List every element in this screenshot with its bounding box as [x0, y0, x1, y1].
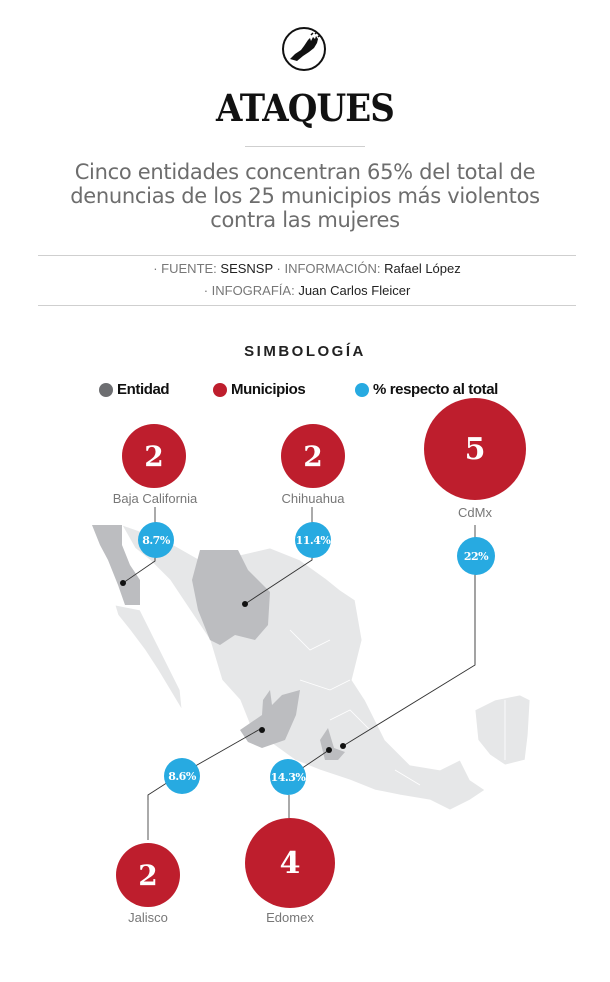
legend-item-municipios: Municipios — [213, 381, 306, 398]
entity-label-edomex: Edomex — [266, 910, 314, 925]
info-value: Rafael López — [384, 261, 461, 276]
credits-line-1: · FUENTE: SESNSP · INFORMACIÓN: Rafael L… — [38, 258, 576, 280]
percent-bubble-edomex: 14.3% — [270, 759, 306, 795]
municipios-bubble-chihuahua: 2 — [281, 424, 345, 488]
municipios-bubble-jalisco: 2 — [116, 843, 180, 907]
entity-label-baja-california: Baja California — [112, 491, 198, 506]
percent-bubble-baja-california: 8.7% — [138, 522, 174, 558]
red-dot-icon — [213, 382, 227, 397]
fuente-label: · FUENTE: — [153, 261, 221, 276]
gray-dot-icon — [99, 382, 113, 397]
chihuahua-region — [192, 550, 270, 645]
municipios-bubble-baja-california: 2 — [122, 424, 186, 488]
blue-dot-icon — [355, 382, 369, 397]
title-divider — [245, 146, 365, 147]
legend-item-percent: % respecto al total — [355, 381, 498, 398]
credits-line-2: · INFOGRAFÍA: Juan Carlos Fleicer — [38, 280, 576, 302]
info-label: · INFORMACIÓN: — [272, 261, 385, 276]
legend-title: SIMBOLOGÍA — [244, 343, 366, 360]
fuente-value: SESNSP — [220, 261, 273, 276]
municipios-bubble-cdmx: 5 — [424, 398, 526, 500]
entity-label-cdmx: CdMx — [458, 505, 492, 520]
subtitle: Cinco entidades concentran 65% del total… — [70, 160, 540, 232]
baja-california-region — [92, 525, 140, 605]
jalisco-region — [240, 690, 300, 748]
credits-bottom-divider — [38, 305, 576, 306]
page-title: ATAQUES — [216, 86, 395, 130]
hand-attack-icon — [282, 27, 326, 71]
entity-label-chihuahua: Chihuahua — [281, 491, 345, 506]
infografia-value: Juan Carlos Fleicer — [298, 283, 411, 298]
municipios-bubble-edomex: 4 — [245, 818, 335, 908]
legend-label: Municipios — [231, 381, 306, 398]
entity-label-jalisco: Jalisco — [128, 910, 168, 925]
legend-label: % respecto al total — [373, 381, 498, 398]
credits-top-divider — [38, 255, 576, 256]
legend-label: Entidad — [117, 381, 170, 398]
percent-bubble-jalisco: 8.6% — [164, 758, 200, 794]
infografia-label: · INFOGRAFÍA: — [203, 283, 299, 298]
percent-bubble-chihuahua: 11.4% — [295, 522, 331, 558]
percent-bubble-cdmx: 22% — [457, 537, 495, 575]
legend-item-entidad: Entidad — [99, 381, 170, 398]
